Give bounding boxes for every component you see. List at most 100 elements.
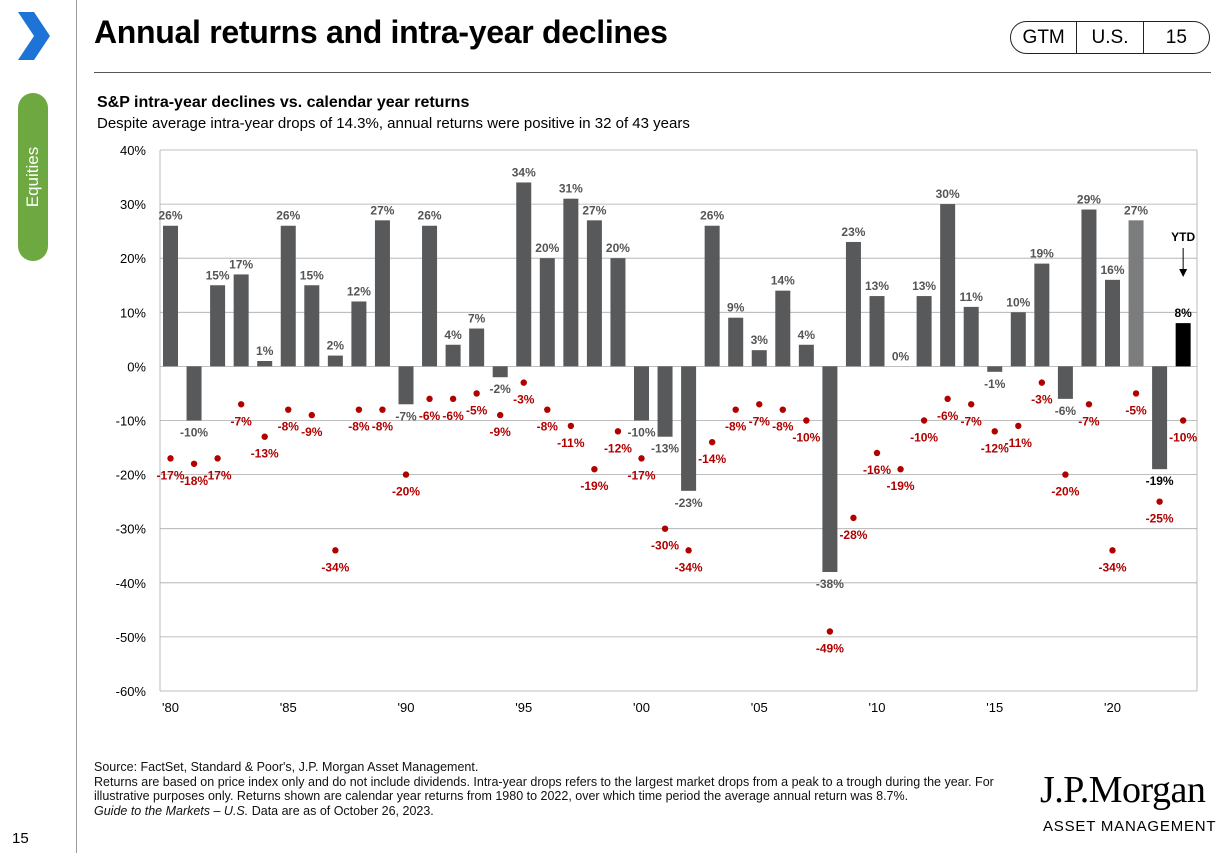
x-tick-label: '05 <box>751 700 768 715</box>
header-tags: GTM U.S. 15 <box>1010 21 1210 54</box>
return-label-2006: 14% <box>771 274 795 288</box>
decline-dot-2013 <box>944 395 951 403</box>
return-label-2018: -6% <box>1055 404 1077 418</box>
decline-dot-1988 <box>355 406 363 413</box>
footer-guide: Guide to the Markets – U.S. Data are as … <box>94 804 1014 819</box>
decline-label-1988: -8% <box>348 420 370 434</box>
return-bar-2018 <box>1057 366 1073 399</box>
return-bar-1995 <box>516 182 532 367</box>
return-label-2004: 9% <box>727 301 745 315</box>
x-tick-label: '90 <box>398 700 415 715</box>
decline-label-2016: -11% <box>1005 436 1033 450</box>
decline-label-1982: -17% <box>204 468 232 482</box>
decline-label-1994: -9% <box>490 425 512 439</box>
return-label-1989: 27% <box>370 203 394 217</box>
footer-guide-date: Data are as of October 26, 2023. <box>248 803 434 818</box>
y-tick-label: 10% <box>120 305 146 320</box>
page-number: 15 <box>12 830 29 847</box>
decline-dot-1997 <box>567 422 575 430</box>
return-bar-2013 <box>940 204 956 367</box>
return-label-1997: 31% <box>559 182 583 196</box>
return-label-1985: 26% <box>276 209 300 223</box>
return-bar-1983 <box>233 274 249 367</box>
decline-label-1997: -11% <box>557 436 585 450</box>
return-bar-1984 <box>257 360 273 367</box>
decline-label-2022: -25% <box>1146 512 1174 526</box>
decline-label-1989: -8% <box>372 420 394 434</box>
footer-source: Source: FactSet, Standard & Poor's, J.P.… <box>94 760 479 774</box>
decline-dot-1993 <box>473 390 480 397</box>
decline-label-1993: -5% <box>466 403 488 417</box>
footer-notes: Source: FactSet, Standard & Poor's, J.P.… <box>94 760 1014 818</box>
y-tick-label: 20% <box>120 251 146 266</box>
decline-label-2006: -8% <box>772 420 794 434</box>
decline-label-1986: -9% <box>301 425 323 439</box>
decline-dot-1992 <box>449 395 457 403</box>
return-label-1998: 27% <box>582 203 606 217</box>
return-label-1983: 17% <box>229 257 253 271</box>
decline-label-2020: -34% <box>1098 560 1126 574</box>
decline-label-1992: -6% <box>442 409 464 423</box>
decline-dot-2015 <box>991 428 998 435</box>
return-bar-2023 <box>1175 323 1191 367</box>
decline-dot-1994 <box>497 411 504 419</box>
decline-label-2011: -19% <box>887 479 915 493</box>
chart-subtitle: Despite average intra-year drops of 14.3… <box>97 115 690 132</box>
decline-label-2019: -7% <box>1078 414 1100 428</box>
return-bar-1997 <box>563 198 579 367</box>
decline-dot-1985 <box>285 406 292 413</box>
return-label-2001: -13% <box>651 442 679 456</box>
return-bar-2020 <box>1105 279 1120 367</box>
chart-title: S&P intra-year declines vs. calendar yea… <box>97 94 470 111</box>
return-label-2010: 13% <box>865 279 889 293</box>
decline-dot-1983 <box>237 401 245 408</box>
decline-label-2004: -8% <box>725 420 747 434</box>
return-bar-1981 <box>186 366 202 421</box>
return-label-2011: 0% <box>892 349 910 363</box>
decline-dot-2023 <box>1179 417 1187 424</box>
decline-dot-2011 <box>897 465 904 473</box>
decline-dot-2018 <box>1062 471 1069 478</box>
return-bar-1986 <box>304 285 320 367</box>
return-label-1996: 20% <box>535 241 559 255</box>
decline-dot-1987 <box>332 547 339 554</box>
x-tick-label: '00 <box>633 700 650 715</box>
section-tab-equities[interactable]: Equities <box>18 93 48 261</box>
decline-dot-2001 <box>661 525 669 532</box>
decline-dot-1980 <box>167 455 174 462</box>
return-label-2013: 30% <box>936 187 960 201</box>
x-tick-label: '95 <box>515 700 532 715</box>
decline-dot-2014 <box>968 401 975 408</box>
decline-dot-2005 <box>756 401 763 408</box>
x-tick-label: '10 <box>869 700 886 715</box>
return-bar-2005 <box>751 350 767 367</box>
return-bar-1982 <box>210 285 226 367</box>
return-bar-2002 <box>681 366 697 491</box>
decline-label-2023: -10% <box>1169 431 1197 445</box>
x-tick-label: '20 <box>1104 700 1121 715</box>
decline-label-1999: -12% <box>604 441 632 455</box>
y-tick-label: -40% <box>116 576 147 591</box>
return-bar-2010 <box>869 296 885 367</box>
decline-dot-2003 <box>708 438 716 446</box>
return-bar-1992 <box>445 344 461 367</box>
footer-guide-title: Guide to the Markets – U.S. <box>94 803 249 818</box>
y-tick-label: -20% <box>116 468 147 483</box>
decline-dot-1991 <box>426 395 433 403</box>
return-bar-1988 <box>351 301 367 367</box>
decline-label-2017: -3% <box>1031 393 1053 407</box>
decline-label-1995: -3% <box>513 393 535 407</box>
decline-label-1984: -13% <box>251 447 279 461</box>
return-bar-1985 <box>280 225 296 367</box>
decline-dot-2007 <box>803 417 810 424</box>
return-bar-2022 <box>1152 366 1168 470</box>
return-label-1982: 15% <box>206 268 230 282</box>
jpmorgan-logo: J.P.Morgan <box>1040 769 1206 811</box>
return-bar-1993 <box>469 328 485 367</box>
return-label-2009: 23% <box>841 225 865 239</box>
decline-dot-2008 <box>826 628 834 635</box>
decline-label-2003: -14% <box>698 452 726 466</box>
return-label-2016: 10% <box>1006 295 1030 309</box>
return-label-1999: 20% <box>606 241 630 255</box>
decline-label-1990: -20% <box>392 485 420 499</box>
